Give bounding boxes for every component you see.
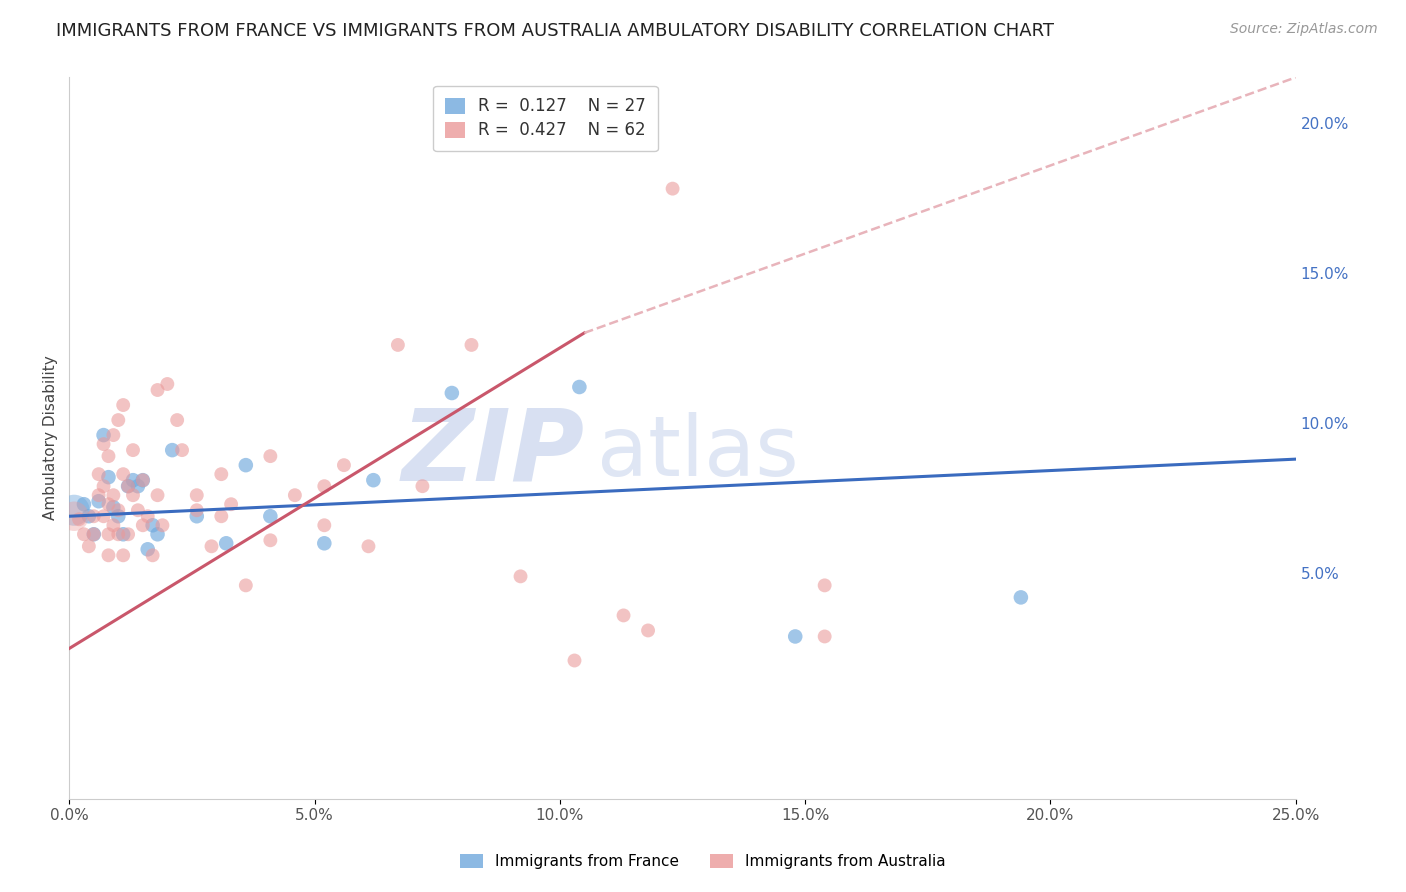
Point <box>103 488 125 502</box>
Point <box>97 549 120 563</box>
Point <box>122 488 145 502</box>
Point <box>87 488 110 502</box>
Point <box>259 449 281 463</box>
Point <box>87 467 110 482</box>
Point <box>93 428 115 442</box>
Point <box>112 398 135 412</box>
Point <box>132 518 155 533</box>
Point <box>219 497 242 511</box>
Legend: Immigrants from France, Immigrants from Australia: Immigrants from France, Immigrants from … <box>454 847 952 875</box>
Point <box>97 527 120 541</box>
Point <box>186 488 208 502</box>
Point <box>122 473 145 487</box>
Point <box>107 527 129 541</box>
Point <box>440 386 463 401</box>
Text: atlas: atlas <box>596 412 799 493</box>
Point <box>107 509 129 524</box>
Point <box>73 497 96 511</box>
Point <box>785 630 807 644</box>
Point <box>63 503 86 517</box>
Point <box>314 536 336 550</box>
Point <box>103 518 125 533</box>
Point <box>73 527 96 541</box>
Point <box>142 518 165 533</box>
Point <box>142 549 165 563</box>
Point <box>564 653 586 667</box>
Point <box>67 512 90 526</box>
Point <box>77 509 100 524</box>
Point <box>97 497 120 511</box>
Point <box>637 624 659 638</box>
Point <box>127 503 149 517</box>
Point <box>235 578 257 592</box>
Point <box>103 428 125 442</box>
Point <box>162 443 184 458</box>
Point <box>460 338 482 352</box>
Text: ZIP: ZIP <box>401 404 585 501</box>
Point <box>156 376 179 391</box>
Point <box>152 518 174 533</box>
Point <box>97 470 120 484</box>
Point <box>200 539 222 553</box>
Point <box>122 443 145 458</box>
Point <box>387 338 409 352</box>
Point <box>112 527 135 541</box>
Point <box>136 542 159 557</box>
Point <box>112 549 135 563</box>
Point <box>314 518 336 533</box>
Point <box>186 503 208 517</box>
Point <box>661 181 683 195</box>
Point <box>83 527 105 541</box>
Text: IMMIGRANTS FROM FRANCE VS IMMIGRANTS FROM AUSTRALIA AMBULATORY DISABILITY CORREL: IMMIGRANTS FROM FRANCE VS IMMIGRANTS FRO… <box>56 22 1054 40</box>
Point <box>93 479 115 493</box>
Point <box>132 473 155 487</box>
Point <box>333 458 356 472</box>
Point <box>209 509 232 524</box>
Point <box>83 509 105 524</box>
Point <box>117 527 139 541</box>
Point <box>411 479 433 493</box>
Point <box>284 488 307 502</box>
Point <box>63 509 86 524</box>
Point <box>93 437 115 451</box>
Point <box>146 488 169 502</box>
Point <box>117 479 139 493</box>
Point <box>93 509 115 524</box>
Point <box>103 500 125 515</box>
Point <box>259 533 281 548</box>
Point <box>97 449 120 463</box>
Point <box>186 509 208 524</box>
Point <box>314 479 336 493</box>
Point <box>170 443 193 458</box>
Point <box>814 578 837 592</box>
Point <box>1010 591 1032 605</box>
Point <box>814 630 837 644</box>
Point <box>363 473 385 487</box>
Point <box>83 527 105 541</box>
Point <box>107 413 129 427</box>
Point <box>107 503 129 517</box>
Point <box>146 527 169 541</box>
Point <box>117 479 139 493</box>
Legend: R =  0.127    N = 27, R =  0.427    N = 62: R = 0.127 N = 27, R = 0.427 N = 62 <box>433 86 658 151</box>
Y-axis label: Ambulatory Disability: Ambulatory Disability <box>44 356 58 520</box>
Point <box>215 536 238 550</box>
Point <box>235 458 257 472</box>
Text: Source: ZipAtlas.com: Source: ZipAtlas.com <box>1230 22 1378 37</box>
Point <box>209 467 232 482</box>
Point <box>146 383 169 397</box>
Point <box>612 608 634 623</box>
Point <box>127 479 149 493</box>
Point <box>87 494 110 508</box>
Point <box>77 539 100 553</box>
Point <box>132 473 155 487</box>
Point <box>136 509 159 524</box>
Point <box>166 413 188 427</box>
Point <box>357 539 380 553</box>
Point <box>112 467 135 482</box>
Point <box>259 509 281 524</box>
Point <box>568 380 591 394</box>
Point <box>509 569 531 583</box>
